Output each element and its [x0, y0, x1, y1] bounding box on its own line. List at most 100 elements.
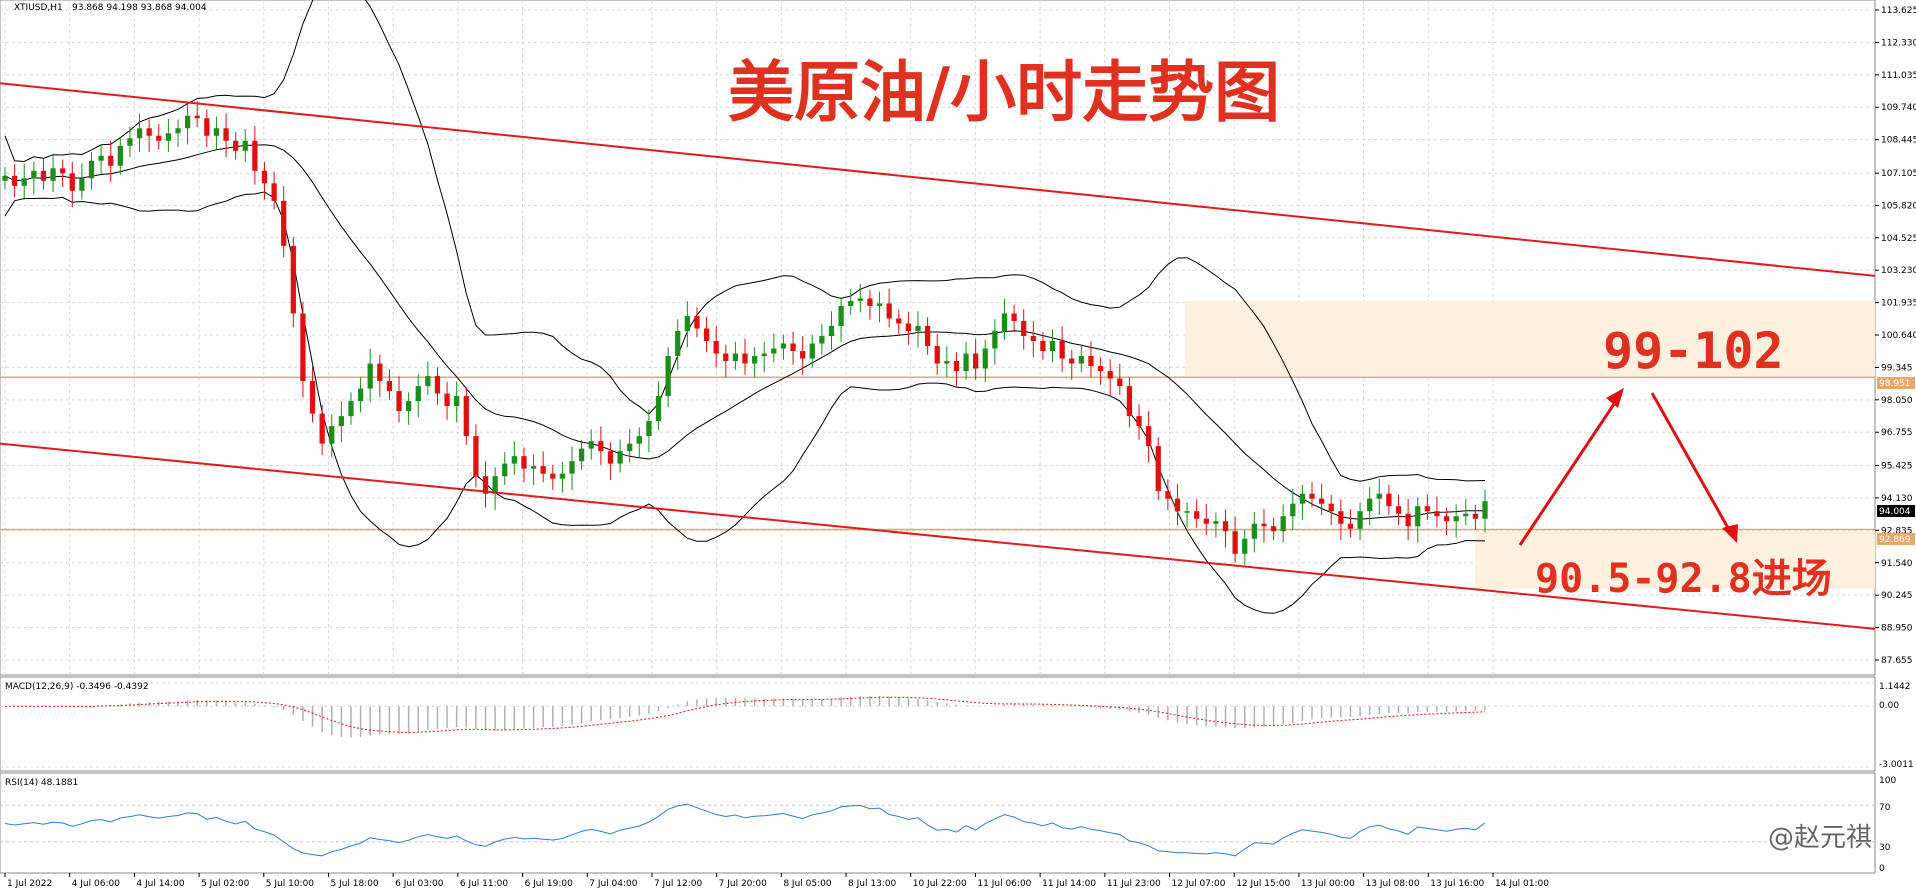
candle-body [982, 348, 988, 369]
candle-body [1434, 511, 1440, 517]
candle-body [1069, 358, 1075, 364]
bollinger-bands [4, 0, 1486, 614]
bollinger-upper [4, 0, 1486, 482]
price-tick-label: 113.625 [1881, 6, 1916, 16]
candle-body [454, 396, 460, 407]
macd-tick-zero: 0.00 [1879, 701, 1899, 711]
candle-body [1405, 513, 1411, 527]
candle-body [1126, 386, 1133, 417]
price-tick-label: 100.640 [1881, 331, 1916, 341]
candle-body [1309, 493, 1315, 499]
candle-body [559, 473, 566, 479]
rsi-pane[interactable] [0, 772, 1876, 874]
candle-body [406, 401, 412, 412]
candle-body [425, 376, 431, 387]
candle-body [2, 175, 8, 181]
price-tick-label: 108.445 [1881, 136, 1916, 146]
arrow-up-line [1518, 394, 1622, 546]
candle-body [1146, 426, 1152, 447]
price-tick-label: 95.425 [1881, 462, 1913, 472]
candle-body [271, 183, 277, 201]
candle-body [761, 353, 767, 357]
candle-body [1261, 523, 1267, 527]
current-price-tag [1877, 505, 1915, 517]
candle-body [21, 178, 27, 186]
candle-body [944, 361, 950, 364]
candle-body [1415, 506, 1421, 527]
time-tick-label: 8 Jul 13:00 [848, 879, 897, 889]
rsi-label: RSI(14) 48.1881 [5, 778, 78, 788]
candle-body [502, 463, 508, 477]
chart-header-symbol: XTIUSD,H1 [14, 3, 63, 13]
target-zone-label: 99-102 [1603, 322, 1784, 380]
candle-body [876, 303, 883, 306]
candle-body [146, 128, 152, 136]
candle-body [1088, 356, 1094, 367]
candle-body [156, 135, 162, 141]
candle-body [521, 456, 527, 469]
candle-body [213, 128, 220, 136]
candle-body [1357, 511, 1363, 529]
candle-body [223, 128, 229, 141]
candle-body [242, 140, 248, 151]
candle-body [598, 441, 604, 452]
candle-body [127, 138, 133, 146]
price-tick-label: 103.230 [1881, 266, 1916, 276]
time-tick-label: 6 Jul 19:00 [525, 879, 574, 889]
candle-body [963, 353, 969, 372]
candle-body [790, 343, 796, 352]
candle-body [809, 343, 815, 359]
candle-body [463, 396, 469, 437]
channel-lower-line [0, 442, 1876, 630]
price-tick-label: 91.540 [1881, 559, 1913, 569]
candle-body [1424, 506, 1430, 512]
candle-body [252, 140, 258, 171]
candle-body [1213, 521, 1219, 524]
candle-body [434, 376, 441, 394]
candle-body [607, 451, 614, 464]
candle-body [233, 140, 239, 151]
candle-body [1338, 511, 1344, 524]
candle-body [530, 466, 537, 469]
time-tick-label: 7 Jul 12:00 [654, 879, 703, 889]
candle-body [1453, 516, 1459, 522]
candle-body [1097, 366, 1104, 372]
time-tick-label: 11 Jul 23:00 [1107, 879, 1161, 889]
arrow-up-head [1606, 388, 1624, 408]
candle-body [1242, 538, 1248, 554]
macd-tick-bottom: -3.0011 [1879, 760, 1914, 770]
candle-body [636, 436, 642, 444]
price-tick-label: 104.525 [1881, 234, 1916, 244]
candle-body [1194, 511, 1200, 519]
candle-body [367, 363, 373, 389]
time-tick-label: 5 Jul 02:00 [201, 879, 250, 889]
price-tick-label: 96.755 [1881, 428, 1913, 438]
candle-body [828, 325, 835, 337]
candle-body [1482, 501, 1488, 519]
candle-body [867, 298, 873, 306]
price-tick-label: 87.655 [1881, 656, 1913, 666]
candle-body [627, 443, 633, 452]
candle-body [665, 356, 671, 397]
candle-body [300, 313, 306, 382]
candle-body [723, 353, 729, 362]
candle-body [896, 318, 902, 324]
chart-header-ohlc: 93.868 94.198 93.868 94.004 [72, 3, 207, 13]
candle-body [1040, 341, 1046, 352]
candle-body [953, 361, 960, 372]
candle-body [713, 341, 719, 354]
candle-body [617, 451, 623, 464]
time-tick-label: 7 Jul 20:00 [719, 879, 768, 889]
time-tick-label: 6 Jul 03:00 [395, 879, 444, 889]
candle-body [204, 118, 210, 136]
candle-body [992, 330, 998, 349]
chart-title: 美原油/小时走势图 [728, 53, 1280, 131]
macd-pane[interactable] [0, 676, 1876, 772]
candle-body [1222, 521, 1229, 532]
candle-body [1280, 516, 1286, 532]
time-tick-label: 14 Jul 01:00 [1495, 879, 1549, 889]
candle-body [1395, 506, 1402, 514]
candle-body [1117, 378, 1123, 387]
channel-upper-line [0, 82, 1876, 277]
